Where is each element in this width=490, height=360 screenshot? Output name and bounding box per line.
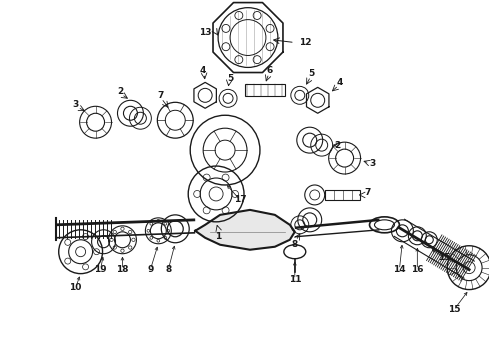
Text: 6: 6 — [267, 66, 273, 75]
Text: 10: 10 — [70, 283, 82, 292]
Text: 3: 3 — [369, 158, 376, 167]
Text: 7: 7 — [365, 188, 371, 197]
Text: 4: 4 — [200, 66, 206, 75]
Text: 17: 17 — [234, 195, 246, 204]
Text: 5: 5 — [309, 69, 315, 78]
Text: 1: 1 — [215, 232, 221, 241]
Bar — [245, 84, 285, 96]
Text: 2: 2 — [118, 87, 123, 96]
Text: 18: 18 — [116, 265, 129, 274]
Text: 11: 11 — [289, 275, 301, 284]
Text: 12: 12 — [299, 38, 311, 47]
Text: 14: 14 — [393, 265, 406, 274]
Polygon shape — [195, 210, 295, 250]
Text: 3: 3 — [73, 100, 79, 109]
Text: 19: 19 — [94, 265, 107, 274]
Text: 9: 9 — [147, 265, 153, 274]
Text: 15: 15 — [438, 253, 450, 262]
Text: 4: 4 — [337, 78, 343, 87]
Text: 13: 13 — [198, 28, 211, 37]
Text: 2: 2 — [335, 141, 341, 150]
Text: 8: 8 — [292, 240, 298, 249]
Text: 7: 7 — [157, 91, 164, 100]
Text: 15: 15 — [448, 305, 461, 314]
Text: 8: 8 — [165, 265, 172, 274]
Text: 16: 16 — [411, 265, 423, 274]
Text: 5: 5 — [227, 74, 233, 83]
Bar — [325, 190, 360, 200]
